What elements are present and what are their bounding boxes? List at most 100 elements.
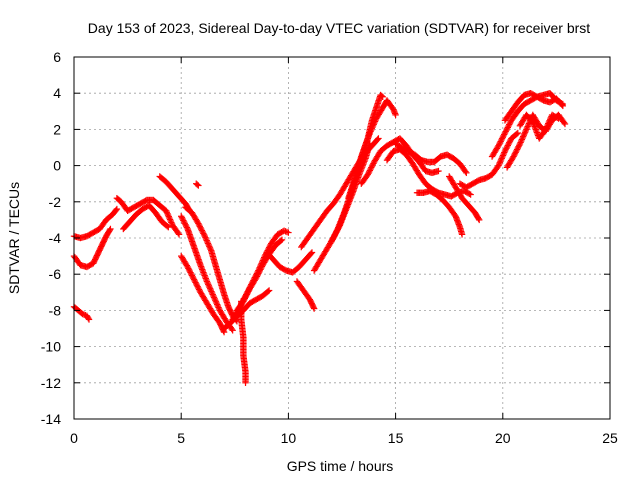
data-point bbox=[462, 168, 469, 175]
data-point bbox=[499, 134, 506, 141]
data-point bbox=[378, 92, 385, 100]
data-point bbox=[80, 311, 88, 318]
data-point bbox=[206, 243, 213, 250]
data-point bbox=[498, 155, 505, 162]
data-point bbox=[502, 146, 509, 153]
data-point bbox=[510, 153, 517, 160]
data-point bbox=[210, 294, 218, 301]
y-axis-label: SDTVAR / TECUs bbox=[6, 182, 22, 294]
data-point bbox=[207, 286, 214, 294]
data-point bbox=[245, 288, 252, 295]
data-point bbox=[505, 140, 512, 148]
data-point bbox=[255, 270, 262, 277]
data-point bbox=[213, 299, 220, 307]
data-point bbox=[214, 301, 221, 308]
data-point bbox=[370, 160, 377, 167]
data-point bbox=[168, 219, 175, 226]
data-point bbox=[212, 297, 219, 304]
data-point bbox=[204, 240, 212, 247]
data-point bbox=[495, 160, 503, 168]
data-point bbox=[195, 286, 203, 293]
data-point bbox=[365, 170, 372, 177]
data-point bbox=[163, 209, 171, 216]
y-tick-label: -4 bbox=[49, 230, 62, 246]
data-point bbox=[329, 235, 336, 243]
data-layer bbox=[70, 90, 569, 386]
data-point bbox=[194, 181, 201, 188]
data-point bbox=[198, 227, 206, 234]
data-point bbox=[519, 133, 527, 140]
x-tick-label: 10 bbox=[281, 430, 297, 446]
data-point bbox=[188, 270, 195, 278]
data-point bbox=[180, 217, 187, 224]
y-tick-label: -14 bbox=[41, 411, 61, 427]
data-point bbox=[328, 238, 335, 245]
data-point bbox=[193, 280, 200, 288]
data-point bbox=[501, 129, 509, 137]
data-point bbox=[368, 163, 376, 170]
data-point bbox=[258, 263, 266, 270]
y-tick-label: -12 bbox=[41, 375, 61, 391]
data-point bbox=[364, 171, 371, 178]
data-point bbox=[166, 214, 173, 222]
data-point bbox=[559, 100, 567, 108]
data-point bbox=[494, 143, 501, 151]
data-point bbox=[560, 119, 568, 126]
data-point bbox=[332, 229, 339, 237]
data-point bbox=[495, 162, 502, 169]
data-point bbox=[185, 265, 192, 272]
y-tick-label: -10 bbox=[41, 339, 61, 355]
data-point bbox=[466, 190, 473, 198]
data-point bbox=[498, 135, 506, 142]
data-point bbox=[164, 210, 171, 217]
data-point bbox=[524, 123, 531, 130]
data-point bbox=[183, 222, 190, 230]
data-point bbox=[506, 138, 514, 145]
data-point bbox=[166, 216, 174, 223]
data-point bbox=[205, 281, 212, 288]
data-point bbox=[195, 221, 203, 229]
data-point bbox=[561, 120, 569, 128]
data-point bbox=[207, 246, 214, 253]
data-point bbox=[500, 150, 507, 158]
data-point bbox=[167, 217, 174, 225]
data-point bbox=[197, 224, 204, 231]
data-point bbox=[503, 127, 510, 134]
data-point bbox=[191, 277, 198, 285]
data-point bbox=[511, 150, 519, 157]
y-tick-label: 6 bbox=[53, 49, 61, 65]
data-point bbox=[333, 228, 340, 235]
data-point bbox=[112, 206, 120, 214]
data-point bbox=[202, 235, 210, 243]
data-point bbox=[162, 207, 170, 215]
data-point bbox=[181, 220, 188, 227]
y-tick-label: -2 bbox=[49, 194, 62, 210]
data-point bbox=[509, 154, 516, 162]
data-point bbox=[475, 215, 482, 222]
data-point bbox=[196, 287, 203, 295]
data-point bbox=[513, 147, 520, 155]
data-point bbox=[505, 122, 512, 130]
data-point bbox=[184, 263, 191, 271]
data-point bbox=[195, 220, 202, 227]
data-point bbox=[544, 121, 551, 129]
y-tick-label: -6 bbox=[49, 266, 62, 282]
data-point bbox=[180, 218, 188, 226]
data-point bbox=[523, 124, 531, 132]
data-point bbox=[107, 225, 114, 233]
data-point bbox=[368, 164, 375, 171]
data-point bbox=[190, 276, 198, 283]
data-point bbox=[211, 295, 218, 303]
data-point bbox=[516, 140, 524, 148]
data-point bbox=[369, 161, 376, 168]
data-point bbox=[185, 266, 193, 273]
x-tick-label: 5 bbox=[177, 430, 185, 446]
data-point bbox=[164, 211, 172, 219]
data-point bbox=[522, 127, 529, 135]
data-point bbox=[497, 138, 504, 145]
data-point bbox=[187, 269, 194, 276]
x-axis-label: GPS time / hours bbox=[287, 458, 394, 474]
data-point bbox=[554, 114, 561, 122]
